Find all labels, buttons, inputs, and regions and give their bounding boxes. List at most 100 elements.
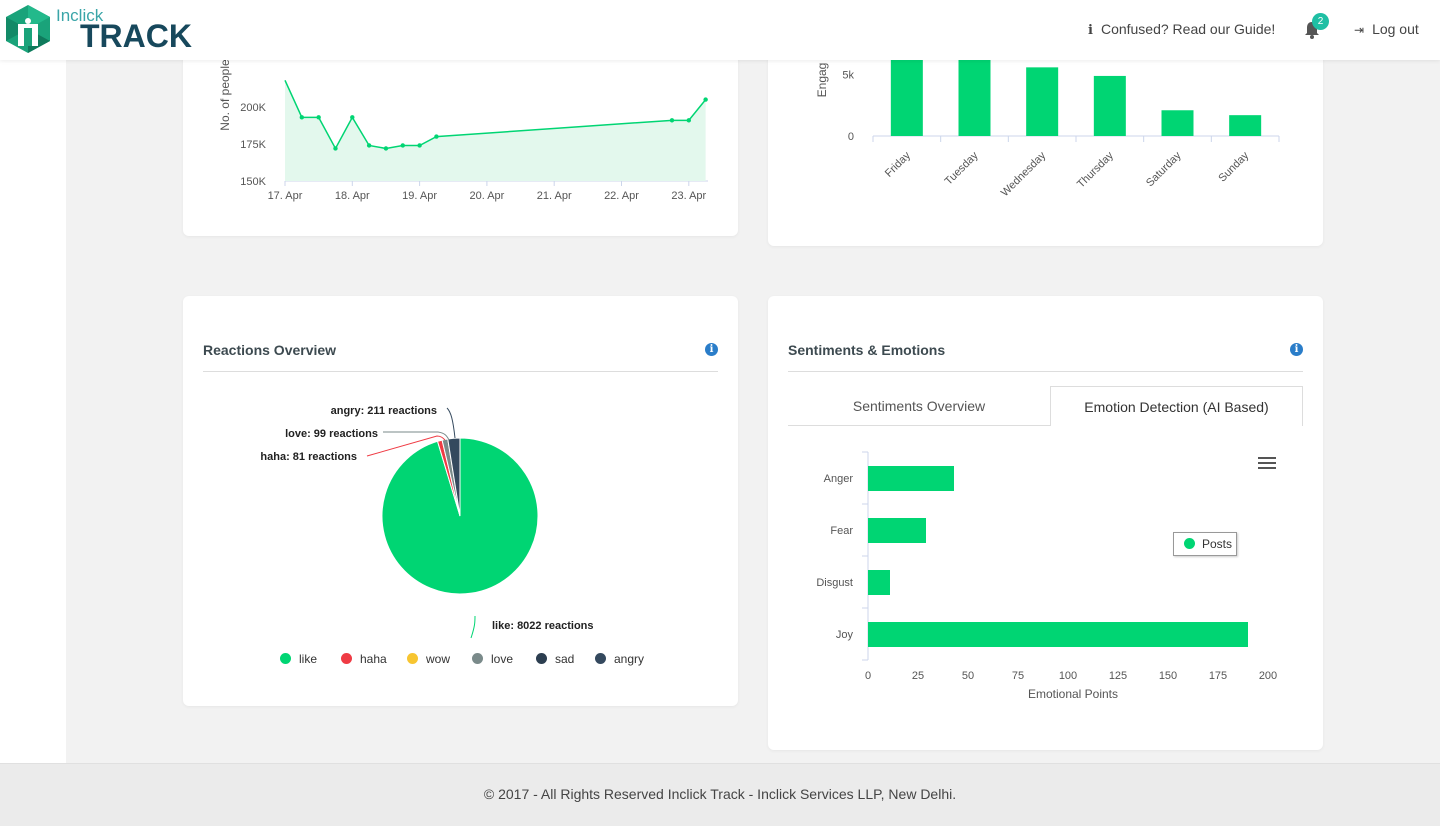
top-header: Inclick TRACK i Confused? Read our Guide!…: [0, 0, 1440, 60]
legend-haha-dot: [341, 653, 352, 664]
pie-slice-angry: [447, 437, 461, 517]
legend-angry[interactable]: angry: [595, 652, 644, 666]
footer: © 2017 - All Rights Reserved Inclick Tra…: [0, 763, 1440, 826]
guide-link[interactable]: i Confused? Read our Guide!: [1088, 21, 1275, 38]
legend-posts-label: Posts: [1202, 537, 1233, 551]
x-tick-label: Wednesday: [999, 149, 1049, 199]
legend-like[interactable]: like: [280, 652, 317, 666]
logo-mark-icon: [6, 5, 50, 53]
bar: [1026, 67, 1059, 136]
y-tick-label: 0: [848, 131, 854, 143]
x-tick-label: 17. Apr: [268, 190, 303, 202]
data-point: [686, 118, 691, 123]
audience-area-chart: 150K 175K 200K No. of people 17. Apr 18. Apr 1…: [218, 59, 708, 202]
engagement-chart-card: 0 5k Engag Friday Tuesday Wednesday Thursday Sa…: [768, 30, 1323, 246]
x-tick-label: 25: [912, 670, 924, 682]
reactions-title: Reactions Overview: [203, 342, 337, 358]
label-love: love: 99 reactions: [285, 428, 378, 440]
x-tick-label: 0: [865, 670, 871, 682]
data-point: [434, 134, 439, 139]
guide-link-label: Confused? Read our Guide!: [1100, 21, 1276, 37]
data-point: [703, 97, 708, 102]
y-axis-label: No. of people: [218, 59, 232, 131]
legend-haha[interactable]: haha: [341, 652, 387, 666]
x-tick-label: 23. Apr: [671, 190, 706, 202]
x-tick-label: 22. Apr: [604, 190, 639, 202]
y-tick-label: 150K: [240, 176, 266, 188]
bar: [958, 60, 991, 136]
label-haha: haha: 81 reactions: [260, 451, 357, 463]
logout-button[interactable]: ⇥ Log out: [1354, 21, 1419, 37]
data-point: [333, 146, 338, 151]
x-tick-label: 50: [962, 670, 974, 682]
connector-angry: [446, 407, 456, 439]
data-point: [299, 115, 305, 120]
x-tick-label: Saturday: [1144, 149, 1184, 189]
bar-joy: [868, 622, 1248, 647]
label-like: like: 8022 reactions: [492, 620, 594, 632]
y-tick-label: Joy: [836, 629, 854, 641]
info-icon: i: [1088, 23, 1093, 38]
logo[interactable]: Inclick TRACK: [4, 4, 204, 56]
legend-sad[interactable]: sad: [536, 652, 574, 666]
legend-like-label: like: [299, 652, 318, 666]
data-point: [366, 143, 372, 148]
y-tick-label: 200K: [240, 102, 266, 114]
engagement-bar-chart: 0 5k Engag Friday Tuesday Wednesday Thursday Sa…: [815, 60, 1280, 199]
legend-angry-dot: [595, 653, 606, 664]
bar-anger: [868, 466, 954, 491]
logo-text-big: TRACK: [80, 18, 192, 54]
sentiments-divider: [788, 371, 1303, 372]
reactions-info-icon[interactable]: i: [705, 343, 718, 356]
x-tick-label: Friday: [883, 149, 913, 179]
logout-icon: ⇥: [1354, 23, 1365, 37]
data-point: [316, 115, 321, 120]
audience-chart-card: 150K 175K 200K No. of people 17. Apr 18. Apr 1…: [183, 30, 738, 236]
emotion-bar-chart: Anger Fear Disgust Joy 0 25 50 75 100 125 150 175 20…: [816, 451, 1277, 701]
bar: [1229, 115, 1262, 136]
notification-count-badge: 2: [1312, 13, 1329, 30]
y-tick-label: Anger: [824, 473, 854, 485]
y-axis-label: Engag: [815, 63, 829, 98]
reactions-pie-chart: like: 8022 reactions angry: 211 reactions…: [260, 405, 594, 639]
data-point: [383, 146, 389, 151]
x-tick-label: 21. Apr: [537, 190, 572, 202]
y-tick-label: 175K: [240, 139, 266, 151]
data-point: [669, 118, 675, 123]
legend-haha-label: haha: [360, 652, 387, 666]
x-axis-label: Emotional Points: [1028, 687, 1118, 701]
legend-posts-dot: [1184, 538, 1195, 549]
x-tick-label: 150: [1159, 670, 1177, 682]
y-tick-label: 5k: [842, 70, 854, 82]
tab-emotion-detection[interactable]: Emotion Detection (AI Based): [1050, 386, 1303, 426]
sentiments-title: Sentiments & Emotions: [788, 342, 946, 358]
sentiments-info-icon[interactable]: i: [1290, 343, 1303, 356]
x-tick-label: 125: [1109, 670, 1127, 682]
tabs-baseline: [788, 425, 1050, 426]
legend-sad-label: sad: [555, 652, 575, 666]
legend-wow-dot: [407, 653, 418, 664]
tab-sentiments-overview[interactable]: Sentiments Overview: [852, 398, 986, 414]
data-point: [417, 143, 422, 148]
legend-wow[interactable]: wow: [407, 652, 450, 666]
legend-love-dot: [472, 653, 483, 664]
legend-love-label: love: [491, 652, 514, 666]
y-tick-label: Fear: [830, 525, 853, 537]
bar: [1093, 75, 1126, 136]
label-angry: angry: 211 reactions: [331, 405, 437, 417]
bar-fear: [868, 518, 926, 543]
connector-like: [470, 615, 476, 639]
legend-love[interactable]: love: [472, 652, 513, 666]
x-tick-label: 20. Apr: [469, 190, 504, 202]
bar: [1161, 110, 1194, 136]
legend-angry-label: angry: [614, 652, 645, 666]
footer-text: © 2017 - All Rights Reserved Inclick Tra…: [483, 786, 957, 802]
chart-menu-icon[interactable]: [1258, 457, 1276, 469]
emotion-legend[interactable]: Posts: [1173, 532, 1237, 556]
bar-disgust: [868, 570, 890, 595]
x-tick-label: 175: [1209, 670, 1227, 682]
x-tick-label: 200: [1259, 670, 1277, 682]
connector-love: [383, 431, 450, 441]
sidebar: [0, 60, 66, 763]
logo-text-small: Inclick: [56, 6, 104, 25]
